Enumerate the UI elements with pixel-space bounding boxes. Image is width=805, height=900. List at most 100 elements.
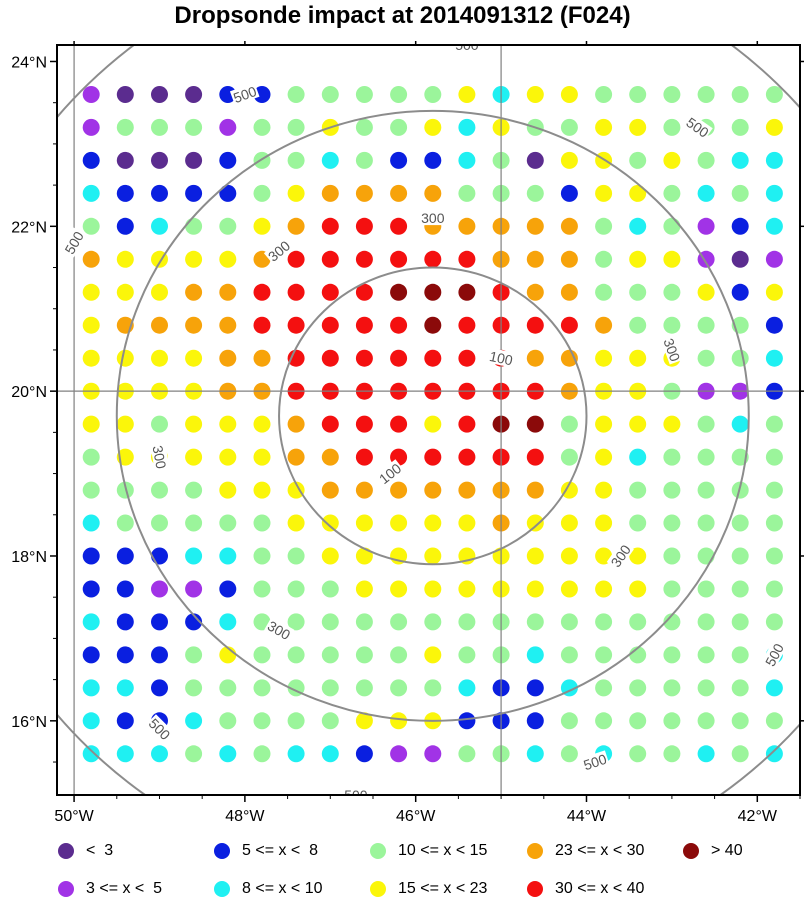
contour-label: 500 <box>453 37 480 53</box>
impact-dot <box>663 712 681 730</box>
impact-dot <box>458 646 476 664</box>
impact-dot <box>287 349 305 367</box>
impact-dot <box>424 547 442 565</box>
impact-dot <box>219 250 237 268</box>
impact-dot <box>390 613 408 631</box>
impact-dot <box>185 250 203 268</box>
impact-dot <box>321 283 339 301</box>
impact-dot <box>151 184 168 202</box>
impact-dot <box>287 415 305 433</box>
impact-dot <box>765 283 783 301</box>
impact-dot <box>526 86 544 103</box>
impact-dot <box>390 151 408 169</box>
contour-label: 500 <box>580 750 610 773</box>
impact-dot <box>355 151 373 169</box>
impact-dot <box>560 448 578 466</box>
impact-dot <box>185 151 203 169</box>
impact-dot <box>629 283 647 301</box>
impact-dot <box>253 415 271 433</box>
impact-dot <box>82 514 100 532</box>
impact-dot <box>697 481 715 499</box>
impact-dot <box>458 613 476 631</box>
impact-dot <box>151 151 168 169</box>
impact-dot <box>321 547 339 565</box>
impact-dot <box>663 283 681 301</box>
impact-dot <box>663 448 681 466</box>
impact-dot <box>116 613 134 631</box>
impact-dot <box>731 580 749 598</box>
legend-label: 5 <= x < 8 <box>242 842 319 859</box>
impact-dot <box>116 151 134 169</box>
legend-label: < 3 <box>86 842 114 859</box>
impact-dot <box>82 613 100 631</box>
impact-dot <box>355 349 373 367</box>
impact-dot <box>595 712 613 730</box>
impact-dot <box>697 646 715 664</box>
impact-dot <box>253 283 271 301</box>
impact-dot <box>82 481 100 499</box>
legend-label: 23 <= x < 30 <box>555 842 645 859</box>
impact-dot <box>151 415 168 433</box>
impact-dot <box>151 283 168 301</box>
impact-dot <box>526 349 544 367</box>
impact-dot <box>595 580 613 598</box>
impact-dot <box>253 349 271 367</box>
impact-dot <box>560 250 578 268</box>
impact-dot <box>663 217 681 235</box>
impact-dot <box>390 679 408 697</box>
impact-dot <box>253 86 271 103</box>
impact-dot <box>697 613 715 631</box>
impact-dot <box>595 86 613 103</box>
impact-dot <box>116 580 134 598</box>
plot-frame <box>56 44 801 796</box>
impact-dot <box>458 448 476 466</box>
impact-dot <box>629 514 647 532</box>
impact-dot <box>629 151 647 169</box>
impact-dot <box>390 646 408 664</box>
impact-dot <box>765 448 783 466</box>
legend-swatch <box>527 881 543 897</box>
impact-dot <box>424 316 442 334</box>
impact-dot <box>355 547 373 565</box>
impact-dot <box>731 547 749 565</box>
contour-label-text: 500 <box>455 37 479 53</box>
impact-dot <box>219 316 237 334</box>
impact-dot <box>116 349 134 367</box>
impact-dot <box>355 316 373 334</box>
impact-dot <box>629 250 647 268</box>
legend-item: 5 <= x < 8 <box>214 840 318 862</box>
impact-dot <box>355 745 373 763</box>
impact-dot <box>697 316 715 334</box>
impact-dot <box>595 283 613 301</box>
impact-dot <box>731 613 749 631</box>
impact-dot <box>151 745 168 763</box>
impact-dot <box>458 184 476 202</box>
impact-dot <box>697 415 715 433</box>
impact-dot <box>595 349 613 367</box>
contour-label-text: 500 <box>146 715 174 743</box>
impact-dot <box>424 448 442 466</box>
impact-dot <box>629 547 647 565</box>
impact-dot <box>219 184 237 202</box>
impact-dot <box>526 151 544 169</box>
impact-dot <box>424 481 442 499</box>
impact-dot <box>595 184 613 202</box>
impact-dot <box>287 118 305 136</box>
impact-dot <box>116 679 134 697</box>
impact-dot <box>424 679 442 697</box>
impact-dot <box>560 580 578 598</box>
impact-dot <box>185 86 203 103</box>
impact-dot <box>390 184 408 202</box>
impact-dot <box>663 316 681 334</box>
contour-label: 300 <box>660 334 684 365</box>
impact-dot <box>390 349 408 367</box>
impact-dot <box>595 448 613 466</box>
impact-dot <box>629 118 647 136</box>
impact-dot <box>287 481 305 499</box>
impact-dot <box>82 349 100 367</box>
impact-dot <box>185 613 203 631</box>
impact-dot <box>560 547 578 565</box>
impact-dot <box>185 745 203 763</box>
impact-dot <box>424 86 442 103</box>
impact-dot <box>458 712 476 730</box>
